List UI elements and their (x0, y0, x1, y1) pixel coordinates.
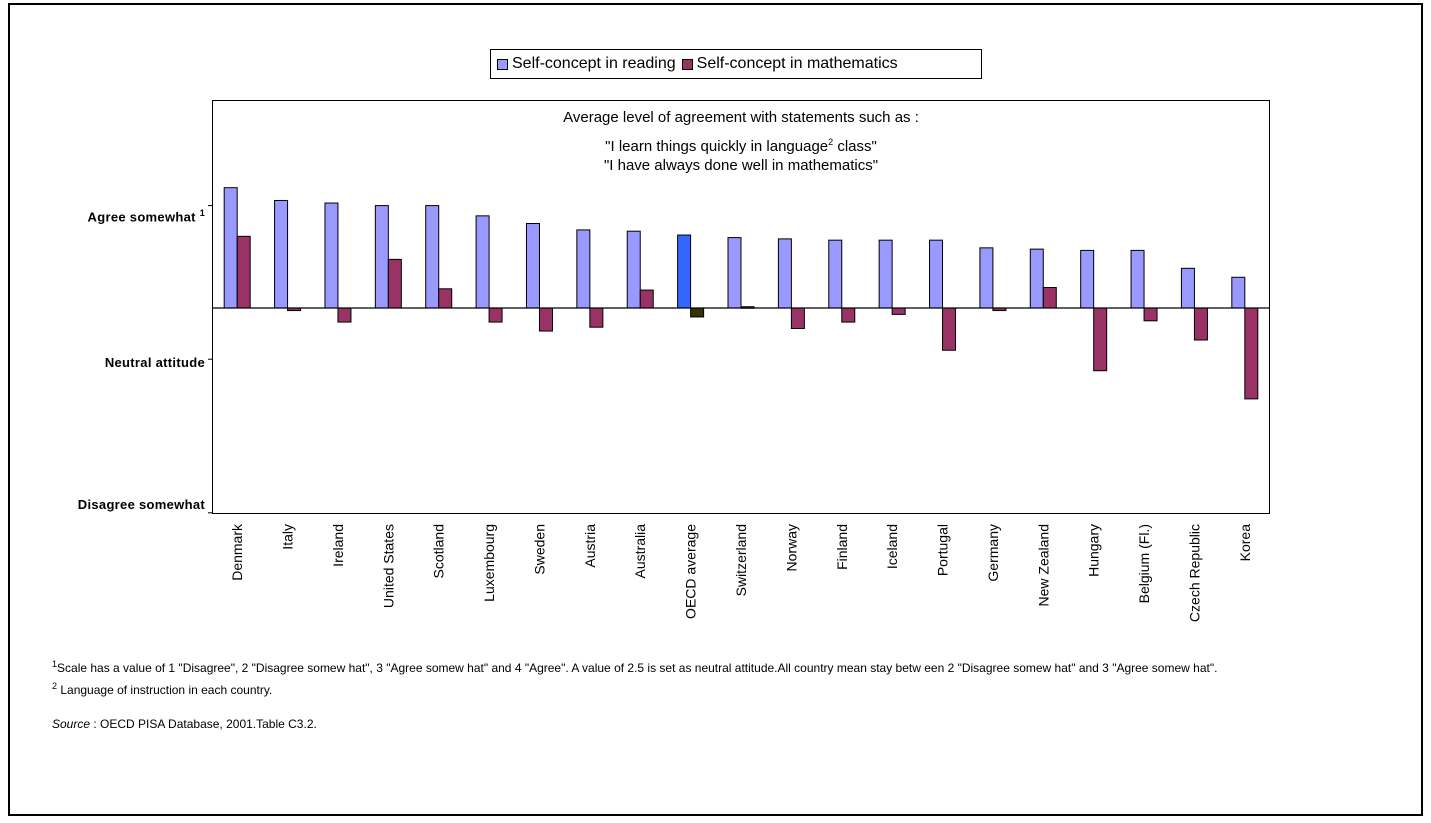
source-label: Source (52, 717, 90, 731)
category-label-13: Iceland (884, 524, 900, 569)
category-label-10: Switzerland (733, 524, 749, 596)
bar-math-6 (539, 308, 552, 331)
category-label-11: Norway (783, 524, 799, 571)
footnotes: 1Scale has a value of 1 "Disagree", 2 "D… (52, 655, 1392, 733)
category-label-9: OECD average (683, 524, 699, 619)
category-label-17: Hungary (1086, 524, 1102, 577)
bar-math-14 (943, 308, 956, 350)
bar-math-8 (640, 290, 653, 308)
bar-reading-0 (224, 188, 237, 308)
category-label-3: United States (380, 524, 396, 608)
bar-reading-7 (577, 230, 590, 308)
bar-reading-10 (728, 238, 741, 308)
bar-reading-20 (1232, 277, 1245, 308)
category-label-12: Finland (834, 524, 850, 570)
bar-math-9 (691, 308, 704, 317)
source-note: Source : OECD PISA Database, 2001.Table … (52, 715, 1392, 733)
bar-math-17 (1094, 308, 1107, 371)
footnote-2: 2 Language of instruction in each countr… (52, 677, 1392, 699)
category-label-1: Italy (280, 524, 296, 550)
bar-math-18 (1144, 308, 1157, 321)
footnote-1: 1Scale has a value of 1 "Disagree", 2 "D… (52, 655, 1392, 677)
category-label-15: Germany (985, 524, 1001, 582)
bar-math-16 (1043, 288, 1056, 308)
category-label-0: Denmark (229, 523, 245, 581)
bar-reading-2 (325, 203, 338, 308)
bar-math-19 (1194, 308, 1207, 340)
bar-reading-4 (426, 206, 439, 308)
bar-math-13 (892, 308, 905, 314)
bar-reading-18 (1131, 250, 1144, 308)
category-label-7: Austria (582, 524, 598, 568)
bar-reading-14 (930, 240, 943, 308)
category-label-20: Korea (1237, 524, 1253, 562)
bar-math-2 (338, 308, 351, 322)
bar-math-11 (791, 308, 804, 328)
category-label-5: Luxembourg (481, 524, 497, 602)
category-label-19: Czech Republic (1186, 524, 1202, 622)
bar-reading-9 (678, 235, 691, 308)
bar-reading-16 (1030, 249, 1043, 308)
bar-reading-8 (627, 231, 640, 308)
category-label-8: Australia (632, 524, 648, 579)
bar-reading-15 (980, 248, 993, 308)
bar-reading-6 (526, 224, 539, 308)
bar-math-3 (388, 259, 401, 308)
bar-reading-12 (829, 240, 842, 308)
bar-reading-17 (1081, 250, 1094, 308)
bar-reading-1 (275, 200, 288, 308)
category-label-6: Sweden (531, 524, 547, 575)
bar-math-7 (590, 308, 603, 327)
bar-math-12 (842, 308, 855, 322)
bar-reading-13 (879, 240, 892, 308)
bar-reading-5 (476, 216, 489, 308)
footnote-1-text: Scale has a value of 1 "Disagree", 2 "Di… (57, 661, 1217, 675)
bar-math-20 (1245, 308, 1258, 399)
bar-reading-11 (778, 239, 791, 308)
bar-reading-19 (1181, 268, 1194, 308)
category-label-2: Ireland (330, 524, 346, 567)
category-label-14: Portugal (935, 524, 951, 576)
bar-math-0 (237, 236, 250, 308)
category-label-18: Belgium (Fl.) (1136, 524, 1152, 603)
bar-math-5 (489, 308, 502, 322)
footnote-2-text: Language of instruction in each country. (57, 683, 272, 697)
bar-reading-3 (375, 206, 388, 308)
bar-math-4 (439, 289, 452, 308)
source-text: : OECD PISA Database, 2001.Table C3.2. (90, 717, 317, 731)
category-label-16: New Zealand (1035, 524, 1051, 607)
category-label-4: Scotland (431, 524, 447, 578)
